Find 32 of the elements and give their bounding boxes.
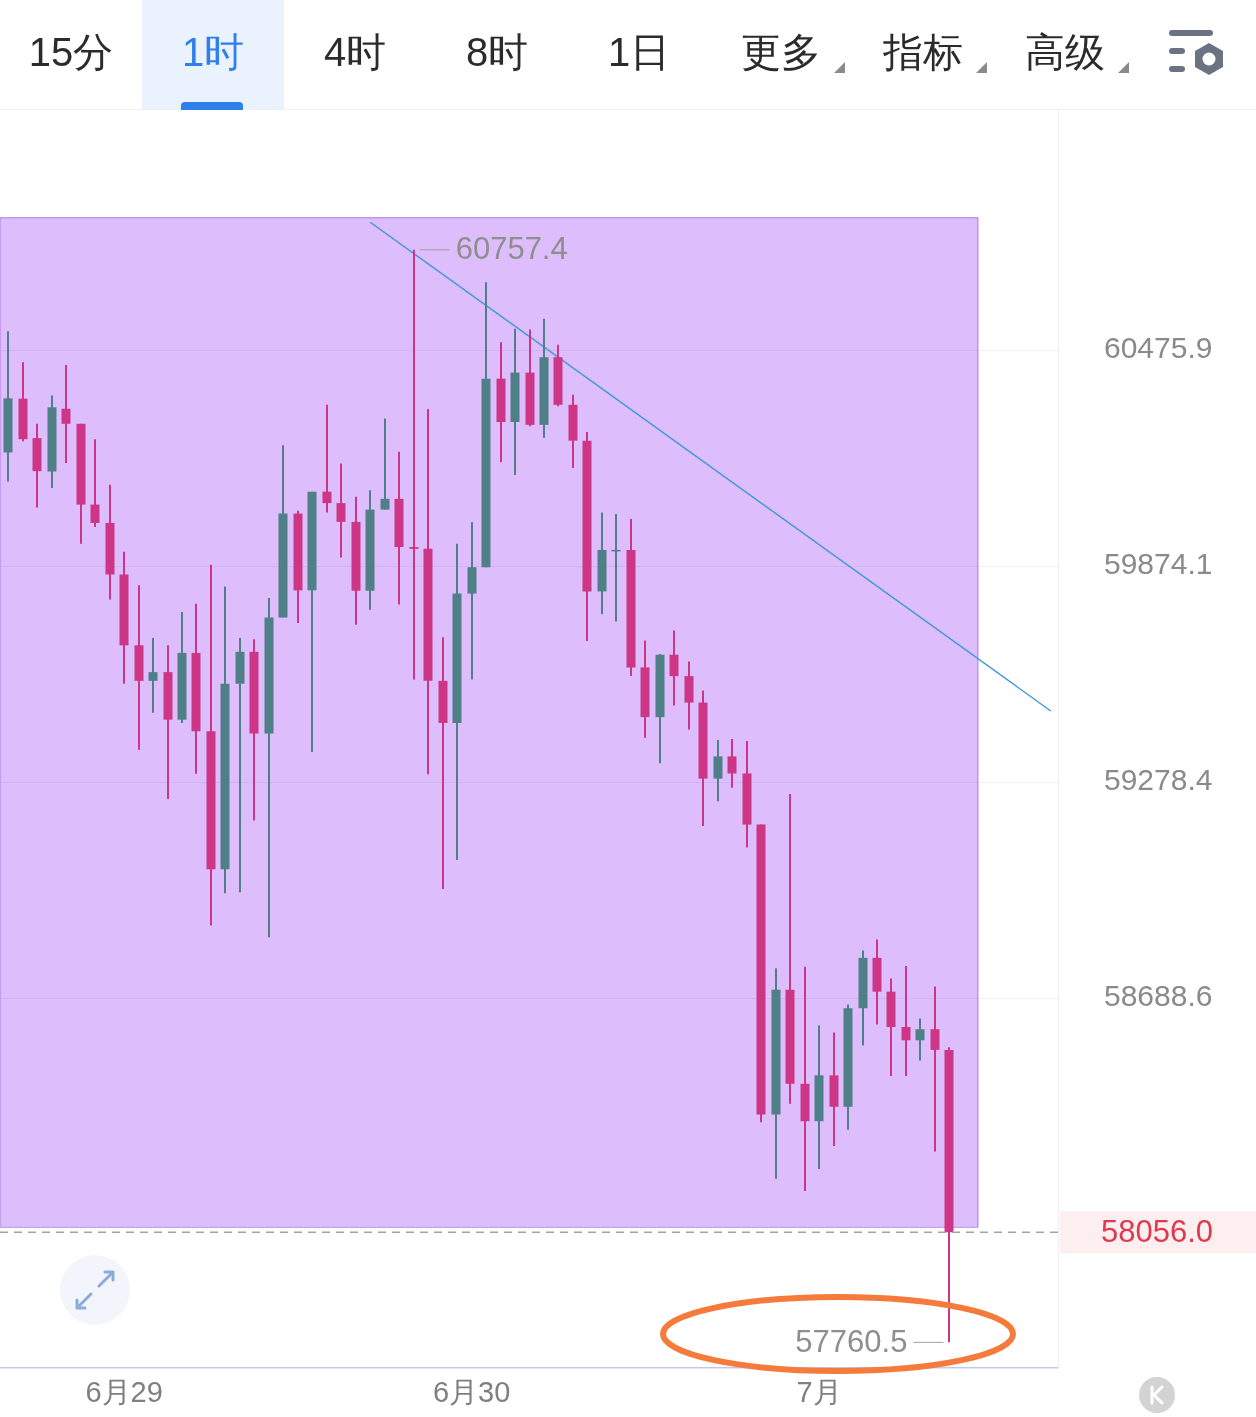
- candlestick: [713, 739, 723, 803]
- y-tick-label: 59278.4: [1103, 763, 1213, 797]
- annotation: 57760.5: [795, 1323, 908, 1359]
- candlestick: [380, 417, 390, 511]
- x-tick-label: 7月: [796, 1376, 842, 1409]
- candlestick: [727, 737, 737, 789]
- candlestick: [669, 629, 679, 707]
- candlestick: [61, 364, 71, 464]
- y-tick-label: 59874.1: [1103, 547, 1213, 581]
- text: 1日: [607, 29, 671, 76]
- text: 1时: [181, 29, 245, 76]
- y-tick-label: 60475.9: [1103, 331, 1213, 365]
- text: 8时: [465, 29, 529, 76]
- candlestick: [148, 637, 158, 714]
- text: 15分: [28, 29, 114, 76]
- y-tick-label: 58688.6: [1103, 979, 1213, 1013]
- candlestick: [90, 438, 100, 528]
- candlestick: [901, 964, 911, 1078]
- x-tick-label: 6月29: [85, 1376, 163, 1409]
- x-tick-label: 6月30: [432, 1376, 511, 1409]
- text: 指标: [883, 29, 963, 76]
- candlestick: [235, 637, 245, 894]
- text: 高级: [1025, 29, 1105, 76]
- candlestick: [336, 462, 346, 559]
- candlestick: [930, 985, 940, 1153]
- candlestick: [915, 1017, 925, 1062]
- candlestick: [409, 248, 419, 681]
- annotation: 60757.4: [455, 231, 568, 267]
- text: 更多: [741, 29, 821, 76]
- text: 4时: [323, 29, 387, 76]
- ref-line-label: 58056.0: [1100, 1213, 1214, 1249]
- candlestick: [322, 403, 332, 514]
